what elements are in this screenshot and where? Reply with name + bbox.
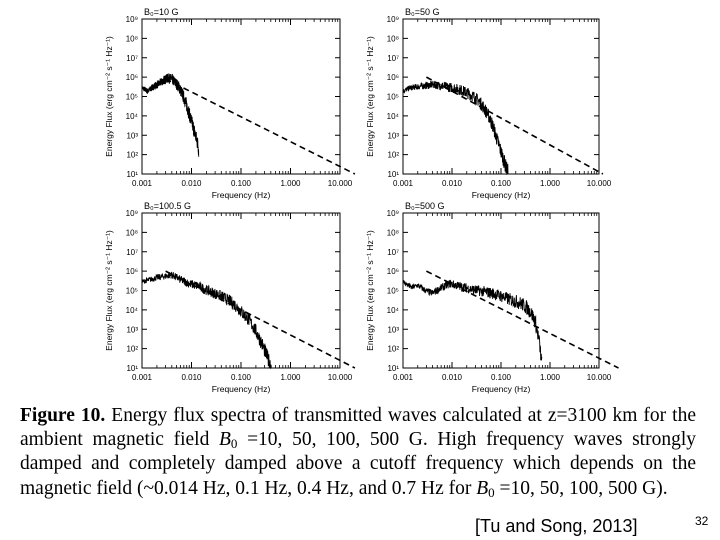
energy-flux-spectrum bbox=[402, 279, 543, 361]
y-tick-label: 10⁹ bbox=[387, 15, 399, 24]
x-axis-label: Frequency (Hz) bbox=[472, 190, 531, 200]
y-axis-label: Energy Flux (erg cm⁻² s⁻¹ Hz⁻¹) bbox=[365, 36, 375, 157]
y-tick-label: 10⁷ bbox=[387, 54, 399, 63]
y-tick-label: 10¹ bbox=[126, 364, 138, 373]
x-tick-label: 10.000 bbox=[328, 179, 353, 188]
y-tick-label: 10⁸ bbox=[126, 34, 138, 43]
y-tick-label: 10² bbox=[126, 151, 138, 160]
x-tick-label: 0.001 bbox=[132, 373, 153, 382]
spectrum-panel bbox=[402, 212, 619, 369]
y-tick-label: 10⁸ bbox=[387, 34, 399, 43]
x-tick-label: 0.100 bbox=[231, 373, 252, 382]
y-tick-label: 10³ bbox=[126, 131, 138, 140]
reference-power-law-line bbox=[426, 270, 619, 369]
y-tick-label: 10³ bbox=[387, 325, 399, 334]
x-tick-label: 1.000 bbox=[280, 373, 301, 382]
x-tick-label: 0.100 bbox=[231, 179, 252, 188]
y-axis-label: Energy Flux (erg cm⁻² s⁻¹ Hz⁻¹) bbox=[365, 230, 375, 351]
spectrum-panel bbox=[141, 18, 356, 175]
x-axis-label: Frequency (Hz) bbox=[472, 384, 531, 394]
y-tick-label: 10⁸ bbox=[126, 228, 138, 237]
slide-number: 32 bbox=[695, 514, 709, 528]
y-tick-label: 10³ bbox=[126, 325, 138, 334]
y-tick-label: 10⁹ bbox=[387, 209, 399, 218]
y-tick-label: 10² bbox=[387, 151, 399, 160]
figure-caption: Figure 10. Energy flux spectra of transm… bbox=[20, 404, 696, 501]
caption-label: Figure 10. bbox=[20, 405, 106, 426]
y-tick-label: 10⁴ bbox=[387, 112, 400, 121]
x-tick-label: 0.010 bbox=[442, 373, 463, 382]
x-tick-label: 10.000 bbox=[328, 373, 353, 382]
x-tick-label: 0.001 bbox=[393, 373, 414, 382]
y-tick-label: 10⁹ bbox=[126, 15, 138, 24]
caption-b-symbol: B bbox=[218, 429, 231, 451]
y-tick-label: 10¹ bbox=[126, 170, 138, 179]
y-tick-label: 10² bbox=[387, 345, 399, 354]
y-tick-label: 10⁶ bbox=[126, 73, 138, 82]
x-tick-label: 10.000 bbox=[587, 179, 612, 188]
y-tick-label: 10⁵ bbox=[126, 93, 138, 102]
x-axis-label: Frequency (Hz) bbox=[212, 190, 271, 200]
panel-title: B₀=50 G bbox=[405, 7, 440, 17]
spectrum-panel bbox=[402, 18, 604, 176]
caption-text-2: =10, 50, 100, 500 G. High frequency wave… bbox=[20, 429, 696, 499]
y-axis-label: Energy Flux (erg cm⁻² s⁻¹ Hz⁻¹) bbox=[104, 230, 114, 351]
x-tick-label: 10.000 bbox=[587, 373, 612, 382]
y-tick-label: 10¹ bbox=[387, 364, 399, 373]
y-tick-label: 10⁷ bbox=[387, 248, 399, 257]
y-tick-label: 10⁶ bbox=[126, 267, 138, 276]
caption-b-subscript: 0 bbox=[230, 436, 238, 452]
y-axis-label: Energy Flux (erg cm⁻² s⁻¹ Hz⁻¹) bbox=[104, 36, 114, 157]
energy-flux-spectrum bbox=[141, 271, 272, 370]
reference-power-law-line bbox=[165, 78, 356, 175]
caption-text-1: Energy flux spectra of transmitted waves… bbox=[20, 405, 696, 451]
x-tick-label: 0.100 bbox=[491, 179, 512, 188]
caption-b-symbol: B bbox=[476, 477, 489, 499]
x-tick-label: 0.100 bbox=[491, 373, 512, 382]
caption-text-3: =10, 50, 100, 500 G). bbox=[494, 477, 668, 499]
caption-b-subscript: 0 bbox=[488, 484, 495, 500]
panel-title: B₀=100.5 G bbox=[144, 201, 191, 211]
y-tick-label: 10⁴ bbox=[387, 306, 400, 315]
y-tick-label: 10⁵ bbox=[387, 93, 399, 102]
spectra-figure: B₀=10 G 10¹ 10² 10³ 10⁴ 10⁵ 10⁶ 10⁷ 10⁸ 10⁹ 0.001 0… bbox=[104, 7, 619, 394]
spectrum-panel bbox=[141, 212, 356, 370]
x-tick-label: 0.010 bbox=[181, 373, 202, 382]
y-tick-label: 10⁶ bbox=[387, 73, 399, 82]
y-tick-label: 10⁴ bbox=[126, 112, 139, 121]
energy-flux-spectrum bbox=[402, 80, 509, 176]
x-tick-label: 0.010 bbox=[442, 179, 463, 188]
panel-title: B₀=10 G bbox=[144, 7, 179, 17]
x-tick-label: 1.000 bbox=[540, 179, 561, 188]
y-tick-label: 10³ bbox=[387, 131, 399, 140]
y-tick-label: 10⁶ bbox=[387, 267, 399, 276]
y-tick-label: 10⁸ bbox=[387, 228, 399, 237]
x-tick-label: 1.000 bbox=[280, 179, 301, 188]
x-tick-label: 0.010 bbox=[181, 179, 202, 188]
energy-flux-spectrum bbox=[141, 73, 200, 157]
y-tick-label: 10⁵ bbox=[126, 287, 138, 296]
panel-title: B₀=500 G bbox=[405, 201, 445, 211]
x-tick-label: 0.001 bbox=[132, 179, 153, 188]
y-tick-label: 10¹ bbox=[387, 170, 399, 179]
y-tick-label: 10⁷ bbox=[126, 54, 138, 63]
y-tick-label: 10⁴ bbox=[126, 306, 139, 315]
y-tick-label: 10⁵ bbox=[387, 287, 399, 296]
x-tick-label: 1.000 bbox=[540, 373, 561, 382]
citation: [Tu and Song, 2013] bbox=[475, 516, 638, 536]
y-tick-label: 10⁹ bbox=[126, 209, 138, 218]
y-tick-label: 10² bbox=[126, 345, 138, 354]
y-tick-label: 10⁷ bbox=[126, 248, 138, 257]
x-tick-label: 0.001 bbox=[393, 179, 414, 188]
x-axis-label: Frequency (Hz) bbox=[212, 384, 271, 394]
